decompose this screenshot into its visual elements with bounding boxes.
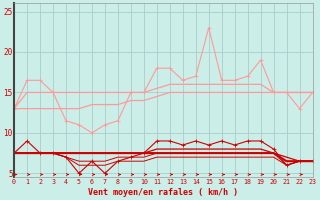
X-axis label: Vent moyen/en rafales ( km/h ): Vent moyen/en rafales ( km/h ) [88, 188, 238, 197]
